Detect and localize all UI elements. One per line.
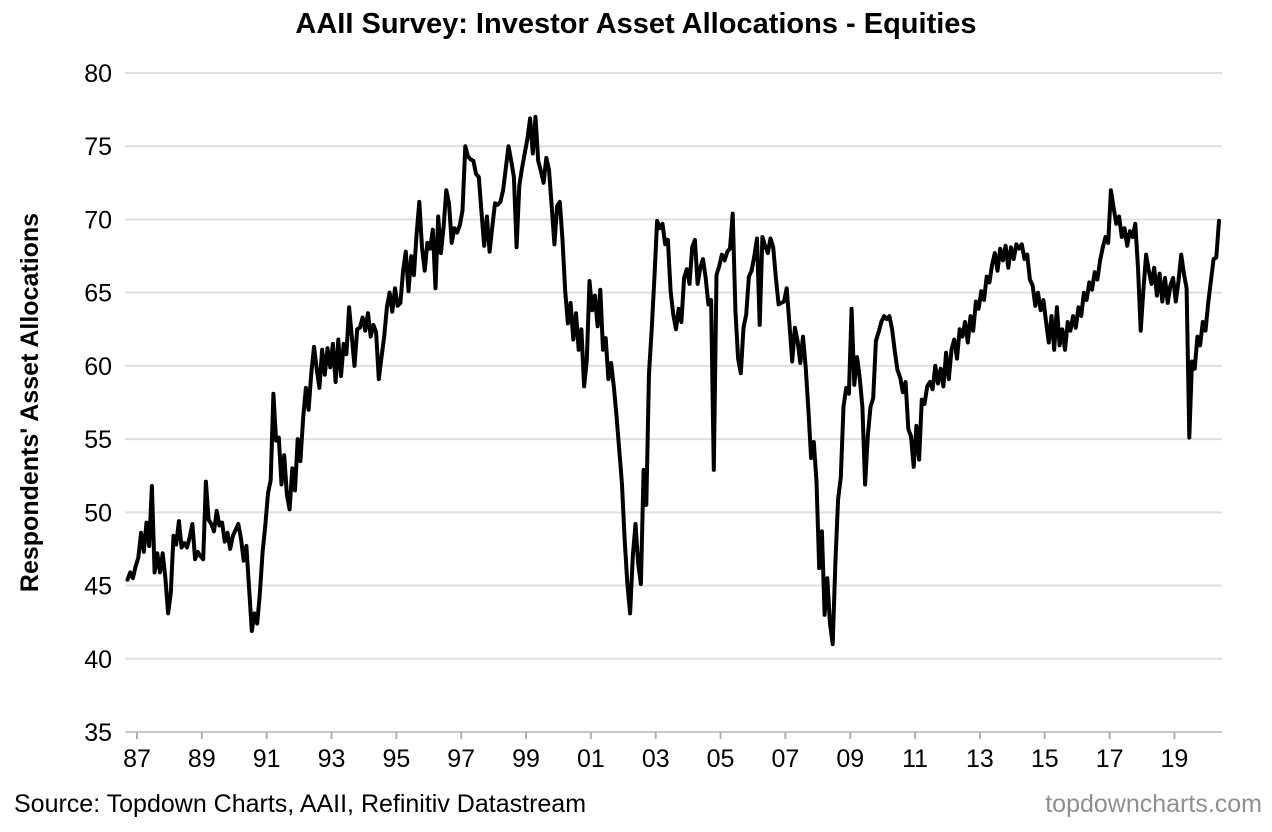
x-tick-label: 97 [447, 745, 475, 773]
x-tick-label: 93 [318, 745, 346, 773]
x-tick-label: 87 [123, 745, 151, 773]
y-tick-label: 70 [84, 206, 112, 234]
x-tick-label: 89 [188, 745, 216, 773]
chart-title: AAII Survey: Investor Asset Allocations … [295, 8, 977, 40]
x-tick-label: 09 [836, 745, 864, 773]
y-tick-label: 75 [84, 133, 112, 161]
x-tick-label: 05 [707, 745, 735, 773]
y-tick-label: 80 [84, 60, 112, 88]
y-tick-label: 35 [84, 719, 112, 747]
x-tick-label: 07 [771, 745, 799, 773]
y-tick-label: 45 [84, 573, 112, 601]
x-tick-label: 01 [577, 745, 605, 773]
y-tick-label: 65 [84, 280, 112, 308]
x-tick-label: 99 [512, 745, 540, 773]
data-series-line [125, 114, 1221, 647]
x-tick-label: 13 [966, 745, 994, 773]
x-tick-label: 17 [1096, 745, 1124, 773]
y-tick-label: 55 [84, 426, 112, 454]
y-axis-title: Respondents' Asset Allocations [16, 213, 44, 592]
y-tick-label: 60 [84, 353, 112, 381]
y-tick-label: 40 [84, 646, 112, 674]
x-tick-label: 19 [1161, 745, 1189, 773]
x-tick-label: 15 [1031, 745, 1059, 773]
source-note: Source: Topdown Charts, AAII, Refinitiv … [14, 790, 587, 818]
x-tick-label: 11 [902, 745, 928, 773]
x-tick-label: 91 [253, 745, 281, 773]
y-tick-label: 50 [84, 499, 112, 527]
watermark-link[interactable]: topdowncharts.com [1045, 790, 1262, 818]
x-tick-label: 03 [642, 745, 670, 773]
x-tick-label: 95 [382, 745, 410, 773]
